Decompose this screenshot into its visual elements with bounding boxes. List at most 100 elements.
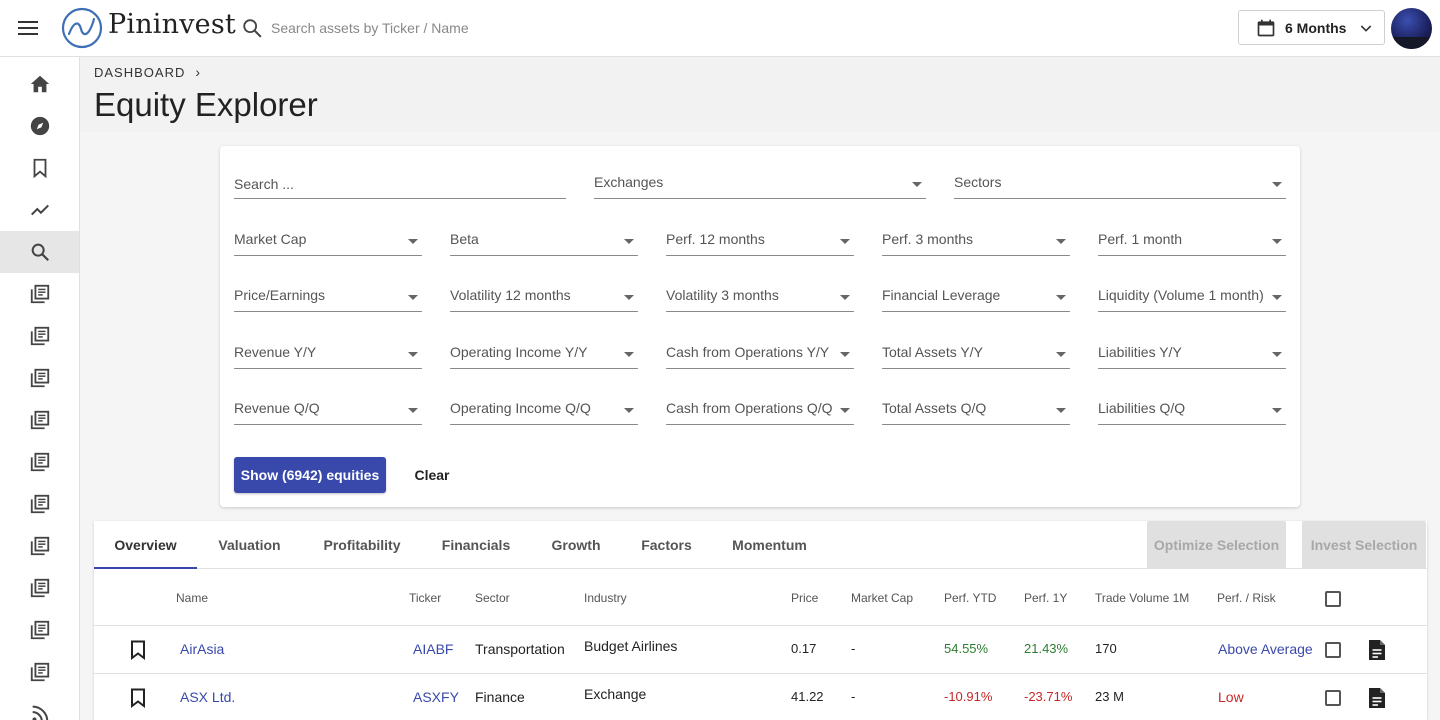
avatar[interactable] (1391, 8, 1432, 49)
filter-perf-1m[interactable]: Perf. 1 month (1098, 226, 1286, 256)
row-checkbox[interactable] (1325, 642, 1341, 658)
nav-rss[interactable] (0, 693, 79, 720)
brand-name[interactable]: Pininvest (108, 9, 236, 40)
sidebar (0, 57, 80, 720)
nav-library-4[interactable] (0, 399, 79, 441)
tab-overview[interactable]: Overview (114, 537, 177, 553)
home-icon (30, 75, 49, 93)
filter-label: Liabilities Q/Q (1098, 400, 1186, 416)
nav-library-9[interactable] (0, 609, 79, 651)
exchanges-select[interactable]: Exchanges (594, 169, 926, 199)
keyword-search-field[interactable] (234, 169, 566, 199)
tab-growth[interactable]: Growth (551, 537, 601, 553)
filter-liabilities-yy[interactable]: Liabilities Y/Y (1098, 339, 1286, 369)
sectors-select[interactable]: Sectors (954, 169, 1286, 199)
column-header[interactable]: Perf. YTD (944, 591, 997, 605)
asset-search-input[interactable] (271, 14, 671, 42)
nav-library-8[interactable] (0, 567, 79, 609)
dropdown-arrow-icon (1056, 239, 1066, 244)
equity-ticker[interactable]: ASXFY (413, 689, 459, 705)
nav-library-3[interactable] (0, 357, 79, 399)
optimize-selection-button[interactable]: Optimize Selection (1147, 521, 1286, 569)
column-header[interactable]: Ticker (409, 591, 442, 605)
tab-momentum[interactable]: Momentum (732, 537, 807, 553)
filter-volatility-3m[interactable]: Volatility 3 months (666, 282, 854, 312)
equity-name[interactable]: AirAsia (180, 641, 225, 657)
library-icon (30, 410, 49, 430)
filter-label: Cash from Operations Y/Y (666, 344, 830, 360)
clear-button[interactable]: Clear (414, 467, 450, 483)
filter-revenue-qq[interactable]: Revenue Q/Q (234, 395, 422, 425)
equity-name[interactable]: ASX Ltd. (180, 689, 236, 705)
filter-revenue-yy[interactable]: Revenue Y/Y (234, 339, 422, 369)
filter-market-cap[interactable]: Market Cap (234, 226, 422, 256)
equity-ticker[interactable]: AIABF (413, 641, 454, 657)
invest-selection-button[interactable]: Invest Selection (1302, 521, 1426, 569)
filter-volatility-12m[interactable]: Volatility 12 months (450, 282, 638, 312)
column-header[interactable]: Market Cap (851, 591, 914, 605)
filter-liabilities-qq[interactable]: Liabilities Q/Q (1098, 395, 1286, 425)
document-icon[interactable] (1367, 687, 1387, 709)
dropdown-arrow-icon (624, 295, 634, 300)
filter-perf-12m[interactable]: Perf. 12 months (666, 226, 854, 256)
table-row[interactable]: AirAsia AIABF Transportation Budget Airl… (94, 626, 1427, 674)
column-header[interactable]: Perf. / Risk (1217, 591, 1276, 605)
filter-total-assets-qq[interactable]: Total Assets Q/Q (882, 395, 1070, 425)
filter-total-assets-yy[interactable]: Total Assets Y/Y (882, 339, 1070, 369)
filter-perf-3m[interactable]: Perf. 3 months (882, 226, 1070, 256)
equity-market-cap: - (851, 689, 856, 704)
filter-cash-ops-qq[interactable]: Cash from Operations Q/Q (666, 395, 854, 425)
filter-card: Exchanges Sectors Market Cap Beta Perf. … (220, 146, 1300, 507)
breadcrumb-dashboard[interactable]: DASHBOARD (94, 64, 186, 80)
equity-sector: Finance (475, 689, 525, 705)
filter-beta[interactable]: Beta (450, 226, 638, 256)
bookmark-icon[interactable] (129, 640, 147, 660)
nav-library-10[interactable] (0, 651, 79, 693)
dropdown-arrow-icon (408, 352, 418, 357)
breadcrumb-separator: › (195, 64, 202, 80)
document-icon[interactable] (1367, 639, 1387, 661)
dropdown-arrow-icon (1272, 182, 1282, 187)
nav-library-7[interactable] (0, 525, 79, 567)
filter-cash-ops-yy[interactable]: Cash from Operations Y/Y (666, 339, 854, 369)
tab-financials[interactable]: Financials (441, 537, 511, 553)
show-equities-button[interactable]: Show (6942) equities (234, 457, 386, 493)
column-header[interactable]: Trade Volume 1M (1095, 591, 1190, 605)
nav-bookmarks[interactable] (0, 147, 79, 189)
tab-factors[interactable]: Factors (641, 537, 692, 553)
dropdown-arrow-icon (840, 408, 850, 413)
column-header[interactable]: Industry (584, 591, 627, 605)
nav-explore[interactable] (0, 105, 79, 147)
column-header[interactable]: Sector (475, 591, 510, 605)
dropdown-arrow-icon (408, 408, 418, 413)
nav-library-5[interactable] (0, 441, 79, 483)
filter-pe[interactable]: Price/Earnings (234, 282, 422, 312)
filter-operating-income-qq[interactable]: Operating Income Q/Q (450, 395, 638, 425)
calendar-icon (1257, 19, 1275, 36)
filter-financial-leverage[interactable]: Financial Leverage (882, 282, 1070, 312)
row-checkbox[interactable] (1325, 690, 1341, 706)
column-header[interactable]: Perf. 1Y (1024, 591, 1068, 605)
nav-home[interactable] (0, 63, 79, 105)
filter-liquidity[interactable]: Liquidity (Volume 1 month) (1098, 282, 1286, 312)
menu-icon[interactable] (18, 18, 38, 38)
filter-operating-income-yy[interactable]: Operating Income Y/Y (450, 339, 638, 369)
keyword-search-input[interactable] (234, 171, 566, 197)
nav-library-2[interactable] (0, 315, 79, 357)
tab-profitability[interactable]: Profitability (323, 537, 401, 553)
select-all-checkbox[interactable] (1325, 591, 1341, 607)
tab-valuation[interactable]: Valuation (218, 537, 281, 553)
search-icon (31, 243, 49, 262)
nav-search[interactable] (0, 231, 79, 273)
column-header[interactable]: Price (791, 591, 819, 605)
nav-library-1[interactable] (0, 273, 79, 315)
table-row[interactable]: ASX Ltd. ASXFY Finance Exchange 41.22 - … (94, 674, 1427, 720)
column-header[interactable]: Name (176, 591, 209, 605)
nav-library-6[interactable] (0, 483, 79, 525)
breadcrumb: DASHBOARD › (94, 64, 201, 80)
filter-label: Operating Income Y/Y (450, 344, 588, 360)
bookmark-icon[interactable] (129, 688, 147, 708)
nav-trends[interactable] (0, 189, 79, 231)
period-selector[interactable]: 6 Months (1238, 10, 1385, 45)
dropdown-arrow-icon (624, 352, 634, 357)
